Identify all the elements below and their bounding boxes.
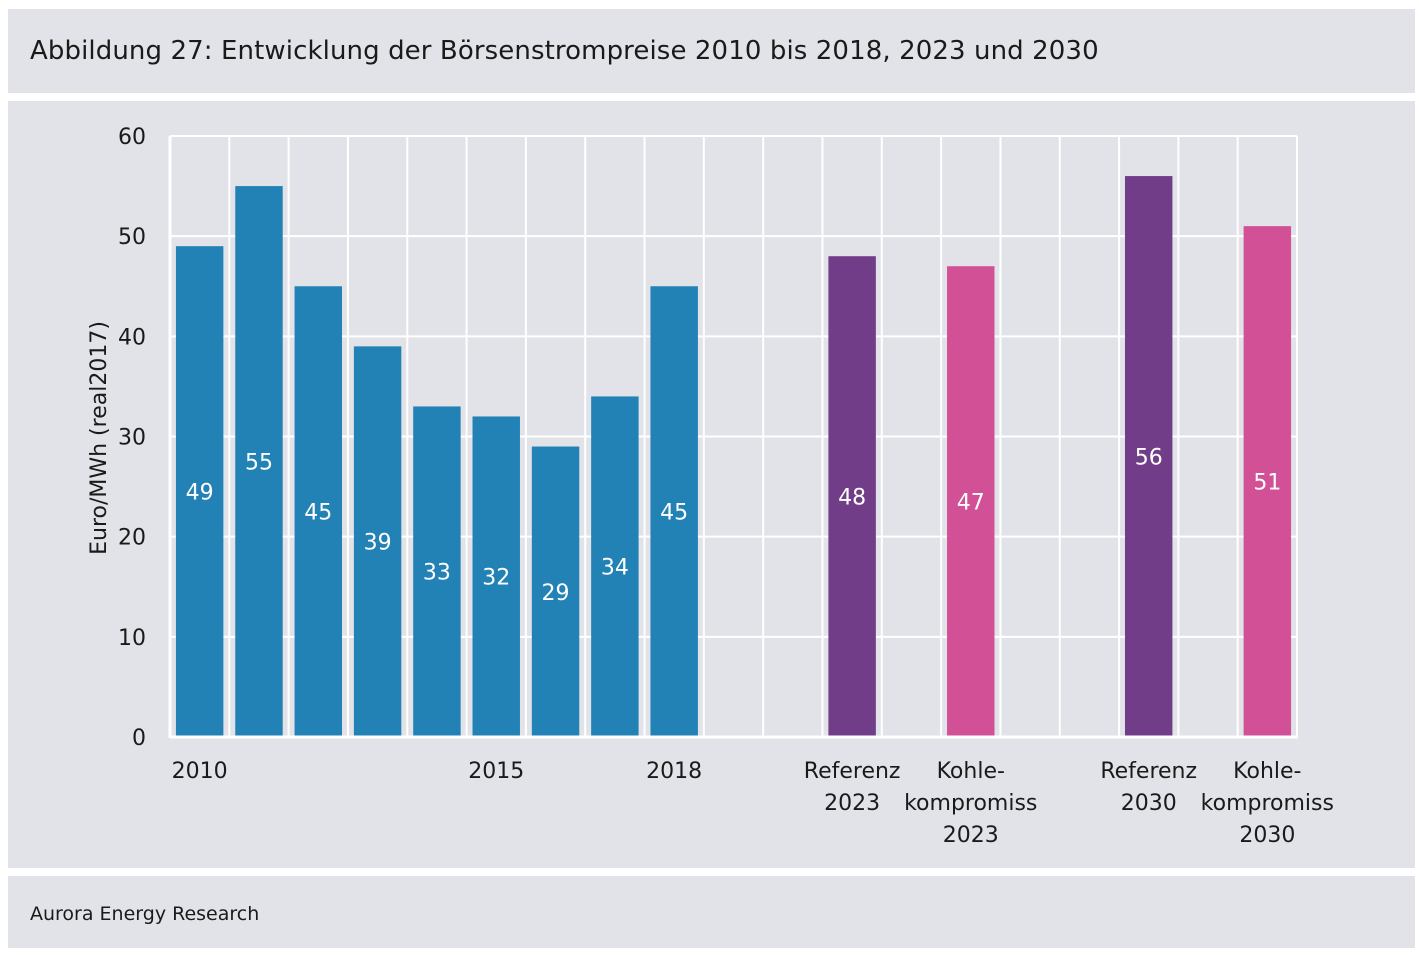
- value-label-13: 47: [957, 491, 985, 516]
- chart-bars: [175, 176, 1292, 738]
- y-tick-60: 60: [118, 125, 146, 150]
- x-label-16-0: Referenz: [1100, 759, 1197, 784]
- x-axis-labels: 2010 2015 2018 Referenz 2023 Kohle-kompromiss…: [172, 759, 1334, 848]
- x-label-8-0: 2018: [646, 759, 702, 784]
- bar-16: [1124, 176, 1173, 738]
- x-label-18-2: 2030: [1239, 823, 1295, 848]
- bar-13: [947, 266, 995, 737]
- x-label-16-1: 2030: [1121, 791, 1177, 816]
- value-label-11: 48: [838, 486, 866, 511]
- chart-panel: 0 10 20 30 40 50 60 2010 2015 2018 Referenz 2023 Ko…: [8, 101, 1415, 868]
- value-label-5: 32: [482, 566, 510, 591]
- y-tick-50: 50: [118, 225, 146, 250]
- source-panel: Aurora Energy Research: [8, 876, 1415, 948]
- x-label-13-0: Kohle-: [937, 759, 1005, 784]
- x-label-13-2: 2023: [943, 823, 999, 848]
- bar-1: [235, 186, 283, 737]
- value-label-3: 39: [364, 531, 392, 556]
- value-label-2: 45: [304, 501, 332, 526]
- x-label-11-0: Referenz: [804, 759, 901, 784]
- value-label-1: 55: [245, 451, 273, 476]
- value-label-16: 56: [1135, 446, 1163, 471]
- value-label-0: 49: [186, 481, 214, 506]
- y-tick-30: 30: [118, 426, 146, 451]
- value-label-7: 34: [601, 556, 629, 581]
- x-label-5-0: 2015: [468, 759, 524, 784]
- chart-grid: [170, 135, 1298, 737]
- x-label-18-0: Kohle-: [1233, 759, 1301, 784]
- bar-8: [650, 286, 698, 737]
- y-tick-40: 40: [118, 325, 146, 350]
- x-label-11-1: 2023: [824, 791, 880, 816]
- y-tick-20: 20: [118, 526, 146, 551]
- x-label-0-0: 2010: [172, 759, 228, 784]
- bar-7: [591, 396, 639, 737]
- value-label-18: 51: [1253, 471, 1281, 496]
- y-axis-ticks: 0 10 20 30 40 50 60: [118, 125, 146, 751]
- bar-6: [531, 446, 580, 737]
- figure-title: Abbildung 27: Entwicklung der Börsenstro…: [30, 36, 1099, 66]
- y-tick-0: 0: [132, 726, 146, 751]
- bar-18: [1243, 226, 1292, 737]
- bar-3: [353, 346, 402, 737]
- chart-axes: [168, 136, 1298, 739]
- x-label-13-1: kompromiss: [904, 791, 1037, 816]
- bar-0: [175, 246, 224, 737]
- title-panel: Abbildung 27: Entwicklung der Börsenstro…: [8, 9, 1415, 93]
- bar-11: [828, 256, 876, 737]
- value-labels: 49 55 45 39 33 32 29 34 45 48 47 56 51: [186, 446, 1282, 606]
- value-label-4: 33: [423, 561, 451, 586]
- source-note: Aurora Energy Research: [30, 903, 260, 925]
- bar-4: [413, 406, 461, 737]
- bar-2: [294, 286, 343, 737]
- value-label-8: 45: [660, 501, 688, 526]
- y-axis-label: Euro/MWh (real2017): [87, 321, 112, 555]
- y-tick-10: 10: [118, 626, 146, 651]
- value-label-6: 29: [542, 581, 570, 606]
- bar-5: [472, 416, 520, 737]
- x-label-18-1: kompromiss: [1201, 791, 1334, 816]
